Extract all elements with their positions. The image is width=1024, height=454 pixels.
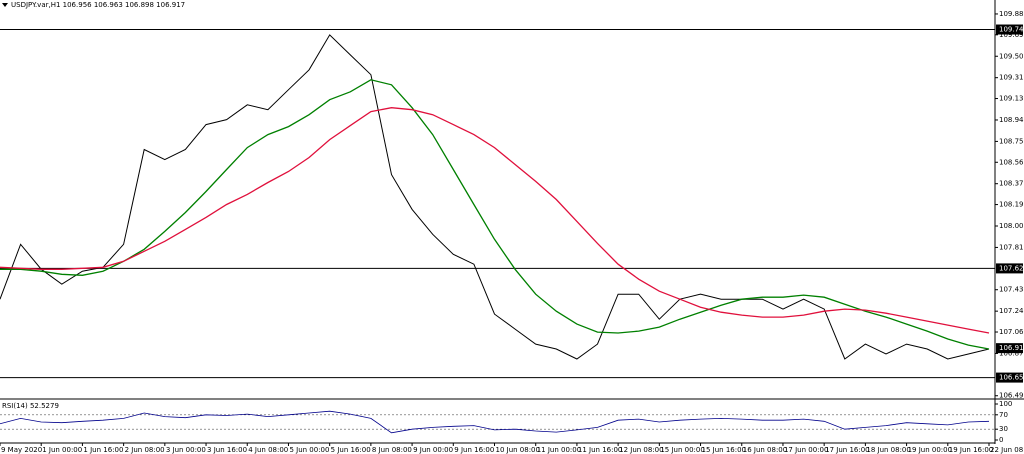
y-tick-label: 108.750 xyxy=(999,137,1024,145)
x-tick-label: 9 May 2020 xyxy=(1,446,42,454)
x-tick-label: 2 Jun 08:00 xyxy=(125,446,165,454)
x-tick-label: 8 Jun 08:00 xyxy=(372,446,412,454)
x-tick-label: 4 Jun 08:00 xyxy=(248,446,288,454)
x-tick-label: 19 Jun 16:00 xyxy=(949,446,993,454)
y-tick-label: 108.190 xyxy=(999,201,1024,209)
y-tick-label: 108.565 xyxy=(999,158,1024,166)
x-tick-label: 9 Jun 00:00 xyxy=(413,446,453,454)
x-tick-label: 12 Jun 08:00 xyxy=(619,446,663,454)
menu-arrow[interactable] xyxy=(2,3,8,7)
x-tick-label: 19 Jun 00:00 xyxy=(908,446,952,454)
rsi-line xyxy=(0,410,990,434)
x-tick-label: 5 Jun 00:00 xyxy=(289,446,329,454)
y-tick-label: 107.245 xyxy=(999,307,1024,315)
rsi-tick-label: 30 xyxy=(999,425,1008,433)
rsi-tick-label: 70 xyxy=(999,411,1008,419)
price-label: 109.742 xyxy=(999,26,1024,34)
y-tick-label: 108.000 xyxy=(999,222,1024,230)
y-tick-label: 107.435 xyxy=(999,286,1024,294)
x-tick-label: 17 Jun 16:00 xyxy=(825,446,869,454)
y-tick-label: 108.940 xyxy=(999,116,1024,124)
current-price-box xyxy=(996,343,1023,354)
y-tick-label: 106.870 xyxy=(999,349,1024,357)
price-label-box xyxy=(996,263,1023,274)
current-price-label: 106.917 xyxy=(999,344,1024,352)
x-tick-label: 3 Jun 16:00 xyxy=(207,446,247,454)
y-tick-label: 109.505 xyxy=(999,52,1024,60)
x-tick-label: 17 Jun 00:00 xyxy=(784,446,828,454)
price-label: 106.656 xyxy=(999,374,1024,382)
y-tick-label: 108.375 xyxy=(999,180,1024,188)
y-tick-label: 109.130 xyxy=(999,95,1024,103)
y-tick-label: 107.810 xyxy=(999,243,1024,251)
x-tick-label: 15 Jun 00:00 xyxy=(660,446,704,454)
x-tick-label: 11 Jun 00:00 xyxy=(537,446,581,454)
x-tick-label: 10 Jun 08:00 xyxy=(496,446,540,454)
x-tick-label: 3 Jun 00:00 xyxy=(166,446,206,454)
x-tick-label: 11 Jun 16:00 xyxy=(578,446,622,454)
y-tick-label: 109.880 xyxy=(999,10,1024,18)
price-label-box xyxy=(996,372,1023,383)
x-tick-label: 22 Jun 08:00 xyxy=(990,446,1024,454)
chart-title: USDJPY.var,H1 106.956 106.963 106.898 10… xyxy=(11,1,185,9)
rsi-tick-label: 0 xyxy=(999,436,1003,444)
price-line xyxy=(0,79,990,350)
price-label-box xyxy=(996,24,1023,35)
x-tick-label: 9 Jun 16:00 xyxy=(454,446,494,454)
x-tick-label: 18 Jun 08:00 xyxy=(866,446,910,454)
x-tick-label: 15 Jun 16:00 xyxy=(702,446,746,454)
y-tick-label: 107.060 xyxy=(999,328,1024,336)
price-line xyxy=(0,34,990,360)
y-tick-label: 109.695 xyxy=(999,31,1024,39)
rsi-title: RSI(14) 52.5279 xyxy=(2,402,59,410)
rsi-tick-label: 100 xyxy=(999,400,1012,408)
x-tick-label: 1 Jun 00:00 xyxy=(42,446,82,454)
x-tick-label: 5 Jun 16:00 xyxy=(331,446,371,454)
y-tick-label: 106.495 xyxy=(999,392,1024,400)
y-tick-label: 109.315 xyxy=(999,74,1024,82)
x-tick-label: 16 Jun 08:00 xyxy=(743,446,787,454)
price-label: 107.624 xyxy=(999,264,1024,272)
x-tick-label: 1 Jun 16:00 xyxy=(83,446,123,454)
price-line xyxy=(0,107,990,334)
